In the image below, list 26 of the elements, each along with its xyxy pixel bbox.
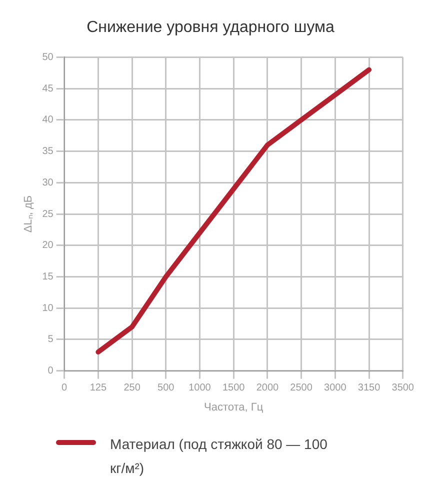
x-tick-label: 3500	[392, 382, 414, 394]
x-tick-label: 3150	[358, 382, 381, 394]
y-tick-label: 10	[42, 302, 54, 314]
y-tick-label: 20	[42, 240, 54, 252]
x-tick-label: 125	[90, 382, 107, 394]
x-tick-label: 3000	[324, 382, 347, 394]
x-tick-label: 500	[158, 382, 175, 394]
x-tick-label: 2000	[256, 382, 280, 394]
y-tick-label: 30	[42, 177, 54, 188]
x-tick-label: 250	[124, 382, 141, 394]
y-tick-label: 25	[42, 208, 54, 220]
y-tick-label: 35	[42, 146, 54, 158]
y-tick-label: 0	[48, 366, 54, 377]
legend-label: Материал (под стяжкой 80 — 100 кг/м²)	[110, 435, 328, 478]
y-tick-label: 40	[42, 114, 54, 126]
x-tick-label: 1000	[188, 382, 212, 394]
x-tick-label: 1500	[222, 382, 246, 394]
y-tick-label: 15	[42, 271, 54, 282]
y-axis-title: ΔLₙ, дБ	[22, 195, 35, 233]
x-tick-label: 2500	[290, 382, 313, 394]
chart-title: Снижение уровня ударного шума	[86, 19, 335, 36]
y-tick-label: 45	[42, 83, 54, 94]
x-axis-title: Частота, Гц	[204, 401, 264, 414]
y-tick-label: 50	[42, 52, 54, 63]
y-tick-label: 5	[48, 334, 54, 346]
x-tick-label: 0	[62, 382, 68, 394]
